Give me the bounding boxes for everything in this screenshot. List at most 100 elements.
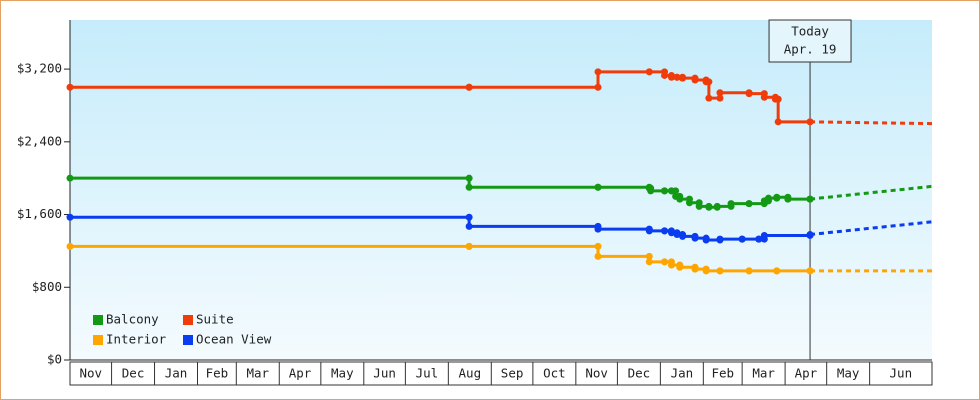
forecast-line: [809, 184, 933, 201]
point: [594, 83, 602, 91]
point: [465, 222, 473, 230]
legend-swatch: [183, 315, 193, 325]
point: [695, 202, 703, 210]
y-tick-label: $0: [47, 352, 62, 367]
point: [594, 252, 602, 260]
point: [66, 213, 74, 221]
forecast-line: [810, 120, 933, 126]
point: [667, 73, 675, 81]
y-tick-label: $1,600: [17, 206, 62, 221]
point: [645, 252, 653, 260]
x-tick-label: Feb: [206, 366, 229, 381]
point: [66, 242, 74, 250]
point: [705, 78, 713, 86]
legend-label: Interior: [106, 332, 167, 347]
point: [716, 94, 724, 102]
y-tick-label: $800: [32, 279, 62, 294]
today-label: Today: [791, 24, 829, 39]
point: [705, 94, 713, 102]
y-tick-label: $2,400: [17, 133, 62, 148]
point: [702, 236, 710, 244]
point: [784, 195, 792, 203]
point: [774, 95, 782, 103]
x-tick-label: Dec: [122, 366, 145, 381]
x-tick-label: Dec: [628, 366, 651, 381]
point: [676, 263, 684, 271]
point: [716, 89, 724, 97]
point: [661, 71, 669, 79]
x-tick-label: Jan: [671, 366, 694, 381]
point: [702, 267, 710, 275]
point: [679, 232, 687, 240]
point: [661, 227, 669, 235]
point: [774, 118, 782, 126]
point: [727, 200, 735, 208]
point: [676, 195, 684, 203]
point: [661, 258, 669, 266]
x-tick-label: Jun: [373, 366, 396, 381]
x-tick-label: Nov: [585, 366, 608, 381]
point: [691, 76, 699, 84]
x-tick-label: Sep: [501, 366, 524, 381]
point: [745, 267, 753, 275]
x-tick-label: May: [331, 366, 354, 381]
point: [645, 227, 653, 235]
point: [661, 187, 669, 195]
x-tick-label: Jan: [165, 366, 188, 381]
point: [713, 202, 721, 210]
x-tick-label: Nov: [79, 366, 102, 381]
point: [806, 231, 814, 239]
point: [685, 199, 693, 207]
point: [66, 174, 74, 182]
point: [594, 225, 602, 233]
point: [66, 83, 74, 91]
point: [594, 183, 602, 191]
point: [806, 267, 814, 275]
point: [645, 258, 653, 266]
legend-swatch: [93, 315, 103, 325]
legend-swatch: [183, 335, 193, 345]
point: [672, 187, 680, 195]
legend-swatch: [93, 335, 103, 345]
legend-label: Suite: [196, 312, 234, 327]
point: [465, 174, 473, 182]
today-label: Apr. 19: [784, 42, 837, 57]
point: [673, 73, 681, 81]
point: [764, 194, 772, 202]
point: [647, 187, 655, 195]
point: [755, 235, 763, 243]
point: [745, 200, 753, 208]
point: [716, 267, 724, 275]
point: [773, 267, 781, 275]
point: [738, 235, 746, 243]
x-tick-label: Aug: [459, 366, 482, 381]
plot-area: [70, 20, 932, 360]
point: [667, 261, 675, 269]
forecast-line: [809, 220, 933, 237]
point: [691, 234, 699, 242]
x-tick-label: Feb: [711, 366, 734, 381]
point: [465, 242, 473, 250]
x-tick-label: Apr: [289, 366, 312, 381]
x-tick-label: Jun: [890, 366, 913, 381]
point: [594, 68, 602, 76]
point: [760, 231, 768, 239]
y-tick-label: $3,200: [17, 61, 62, 76]
point: [760, 93, 768, 101]
today-box: [768, 19, 852, 63]
point: [594, 242, 602, 250]
point: [465, 83, 473, 91]
point: [705, 203, 713, 211]
point: [667, 229, 675, 237]
point: [679, 74, 687, 82]
point: [745, 90, 753, 98]
x-tick-label: Oct: [543, 366, 566, 381]
x-tick-label: Jul: [416, 366, 439, 381]
point: [806, 195, 814, 203]
point: [773, 193, 781, 201]
point: [645, 68, 653, 76]
point: [716, 235, 724, 243]
legend-label: Balcony: [106, 312, 159, 327]
point: [806, 118, 814, 126]
